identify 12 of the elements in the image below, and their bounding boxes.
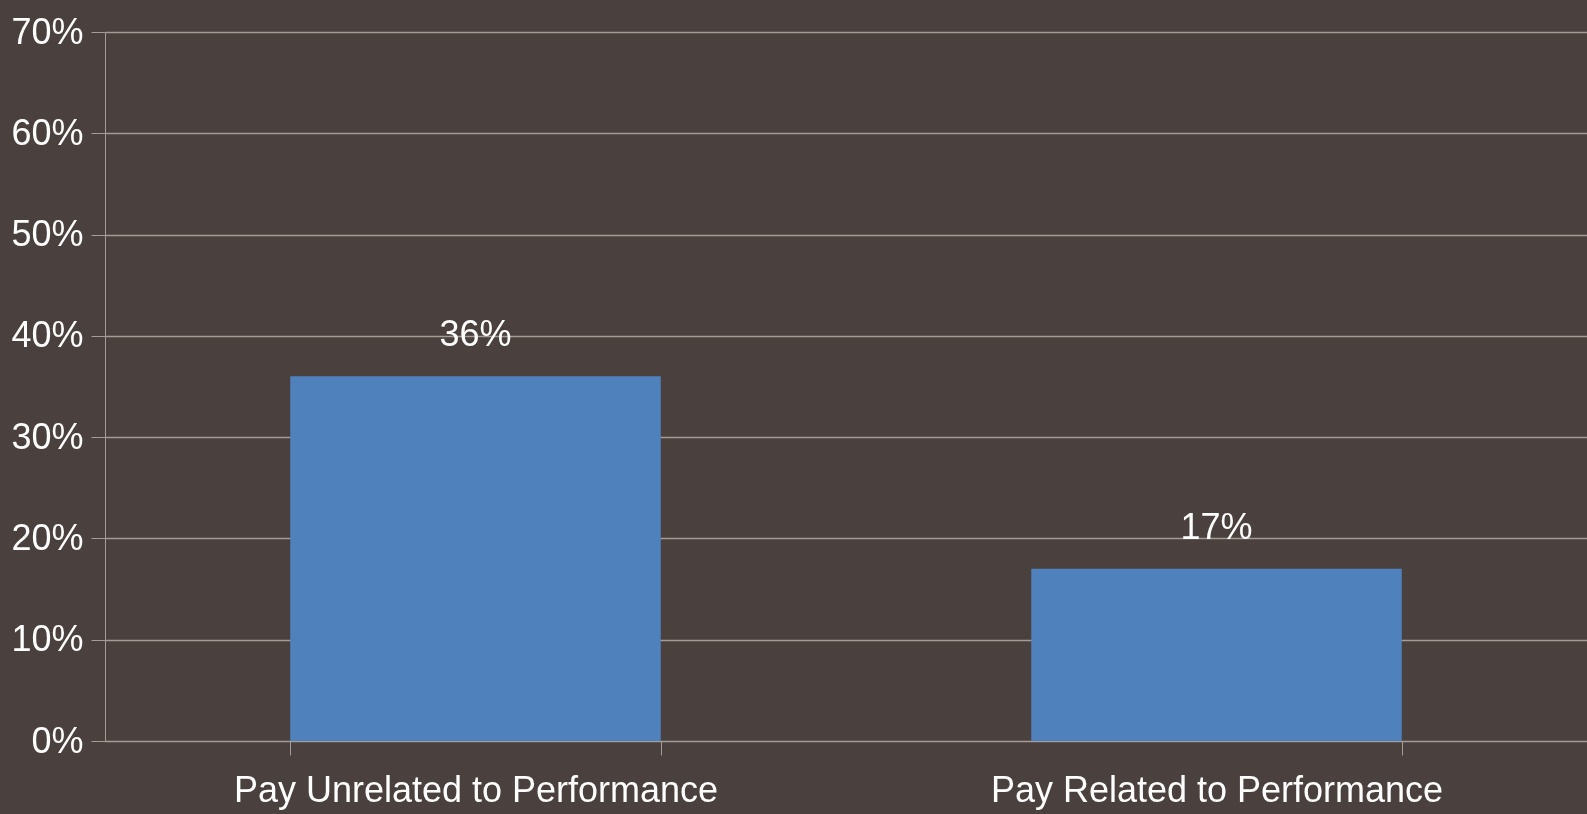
- y-tick-label: 70%: [11, 10, 84, 52]
- y-tick-label: 40%: [11, 314, 84, 356]
- data-label: 17%: [1180, 505, 1253, 547]
- y-tick-label: 50%: [11, 213, 84, 255]
- data-label: 36%: [439, 313, 512, 355]
- y-tick-label: 60%: [11, 111, 84, 153]
- y-tick-label: 30%: [11, 415, 84, 457]
- y-tick-label: 0%: [31, 719, 84, 761]
- y-tick-label: 10%: [11, 618, 84, 660]
- y-tick-label: 20%: [11, 516, 84, 558]
- x-tick-label: Pay Unrelated to Performance: [233, 768, 719, 810]
- x-tick-label: Pay Related to Performance: [990, 768, 1444, 810]
